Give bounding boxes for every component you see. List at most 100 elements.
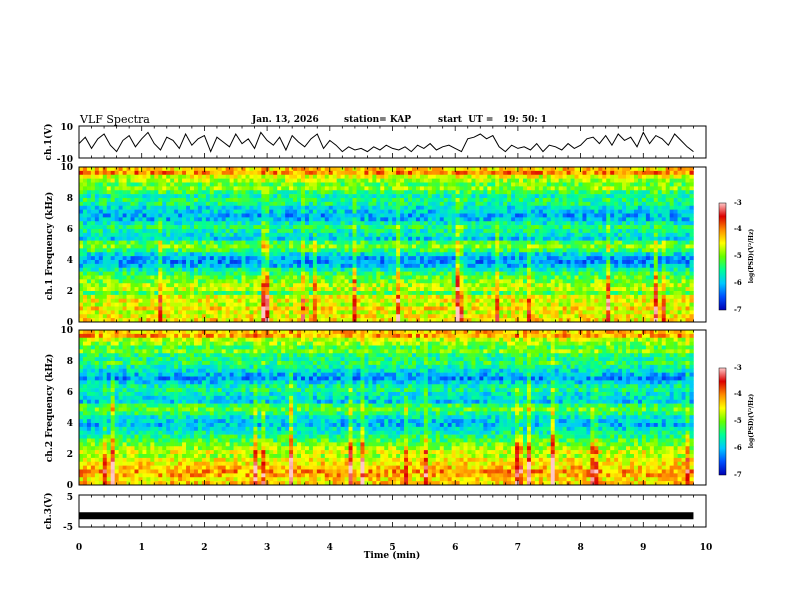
spectrogram-cell (209, 225, 215, 230)
spectrogram-cell (641, 229, 647, 234)
spectrogram-cell (297, 279, 302, 284)
spectrogram-cell (253, 205, 258, 210)
spectrogram-cell (507, 279, 512, 284)
spectrogram-cell (308, 213, 314, 218)
spectrogram-cell (431, 167, 437, 172)
spectrogram-cell (451, 167, 456, 172)
spectrogram-cell (162, 167, 167, 172)
spectrogram-cell (634, 232, 639, 238)
spectrogram-cell (570, 213, 575, 218)
spectrogram-cell (197, 287, 203, 292)
spectrogram-cell (515, 209, 520, 214)
spectrogram-cell (106, 256, 112, 261)
spectrogram-cell (610, 287, 615, 292)
spectrogram-cell (249, 271, 254, 276)
spectrogram-cell (166, 287, 171, 292)
spectrogram-cell (166, 240, 171, 245)
spectrogram-cell (122, 201, 127, 207)
spectrogram-cell (182, 205, 187, 210)
spectrogram-cell (79, 201, 84, 207)
spectrogram-cell (534, 186, 540, 191)
spectrogram-cell (590, 167, 595, 172)
spectrogram-cell (423, 174, 429, 179)
spectrogram-cell (79, 221, 84, 226)
spectrogram-cell (566, 256, 571, 261)
spectrogram-cell (154, 252, 159, 257)
spectrogram-cell (380, 213, 385, 218)
spectrogram-cell (269, 170, 274, 176)
spectrogram-cell (558, 279, 563, 284)
spectrogram-cell (562, 279, 567, 284)
spectrogram-cell (245, 225, 250, 230)
spectrogram-cell (316, 174, 322, 179)
spectrogram-cell (170, 178, 175, 183)
spectrogram-cell (257, 236, 262, 241)
spectrogram-cell (197, 225, 203, 230)
spectrogram-cell (689, 229, 694, 234)
spectrogram-cell (174, 244, 179, 249)
spectrogram-cell (431, 232, 437, 238)
spectrogram-cell (372, 217, 377, 222)
spectrogram-cell (201, 225, 207, 230)
spectrogram-cell (372, 287, 377, 292)
spectrogram-cell (90, 190, 96, 195)
spectrogram-cell (562, 244, 567, 249)
spectrogram-cell (364, 244, 369, 249)
spectrogram-cell (618, 283, 623, 288)
spectrogram-cell (360, 256, 365, 261)
spectrogram-cell (630, 186, 635, 191)
spectrogram-cell (178, 279, 183, 284)
spectrogram-cell (344, 279, 349, 284)
spectrogram-cell (170, 213, 175, 218)
spectrogram-cell (649, 209, 655, 214)
spectrogram-cell (463, 194, 468, 199)
spectrogram-cell (614, 174, 619, 179)
spectrogram-cell (304, 236, 310, 241)
spectrogram-cell (344, 271, 349, 276)
spectrogram-cell (519, 275, 524, 280)
spectrogram-cell (503, 248, 508, 253)
spectrogram-cell (538, 283, 544, 288)
spectrogram-cell (653, 271, 659, 276)
spectrogram-cell (126, 229, 131, 234)
spectrogram-cell (82, 198, 88, 203)
spectrogram-cell (419, 174, 425, 179)
spectrogram-cell (495, 275, 500, 280)
spectrogram-cell (253, 252, 258, 257)
spectrogram-cell (197, 267, 203, 272)
spectrogram-cell (534, 174, 540, 179)
spectrogram-cell (237, 213, 242, 218)
spectrogram-cell (423, 167, 429, 172)
spectrogram-cell (415, 252, 421, 257)
spectrogram-cell (542, 279, 548, 284)
spectrogram-cell (304, 178, 310, 183)
spectrogram-cell (669, 232, 674, 238)
spectrogram-cell (610, 217, 615, 222)
spectrogram-cell (610, 190, 615, 195)
spectrogram-cell (511, 221, 516, 226)
spectrogram-cell (400, 217, 405, 222)
spectrogram-cell (475, 279, 480, 284)
spectrogram-cell (677, 225, 682, 230)
spectrogram-cell (312, 205, 318, 210)
spectrogram-cell (657, 217, 663, 222)
spectrogram-cell (423, 182, 429, 187)
spectrogram-cell (653, 178, 659, 183)
spectrogram-cell (316, 186, 322, 191)
spectrogram-cell (388, 244, 393, 249)
spectrogram-cell (249, 221, 254, 226)
spectrogram-cell (475, 170, 480, 176)
spectrogram-cell (308, 209, 314, 214)
spectrogram-cell (661, 279, 667, 284)
spectrogram-cell (186, 279, 191, 284)
spectrogram-cell (412, 194, 417, 199)
spectrogram-cell (471, 271, 476, 276)
spectrogram-cell (475, 275, 480, 280)
spectrogram-cell (301, 236, 306, 241)
spectrogram-cell (201, 271, 207, 276)
spectrogram-cell (182, 232, 187, 238)
spectrogram-cell (360, 279, 365, 284)
spectrogram-cell (637, 201, 643, 207)
spectrogram-cell (241, 287, 246, 292)
spectrogram-cell (598, 213, 603, 218)
